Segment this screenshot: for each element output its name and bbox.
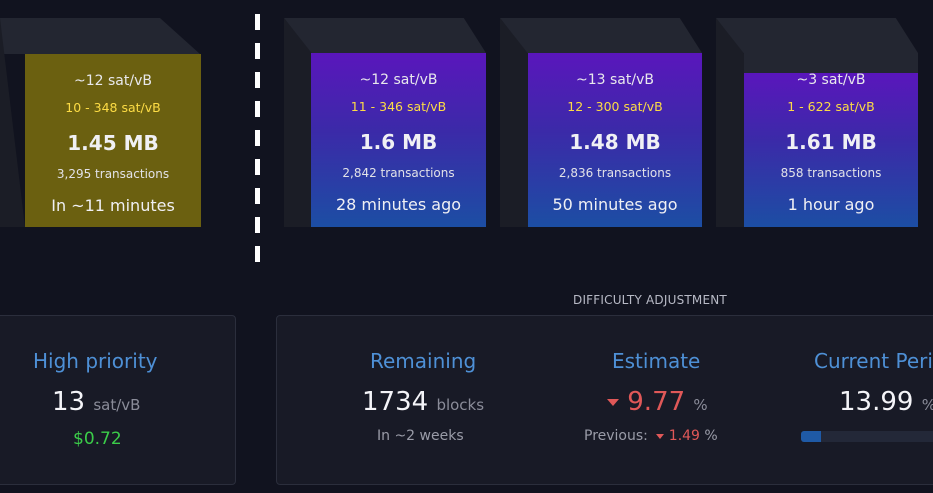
estimate-value: 9.77 %	[607, 387, 708, 417]
transaction-count: 2,842 transactions	[342, 166, 455, 180]
block-top	[716, 18, 918, 53]
median-fee: ~13 sat/vB	[576, 72, 654, 88]
median-fee: ~12 sat/vB	[74, 73, 152, 89]
estimate-title: Estimate	[612, 349, 701, 373]
median-fee: ~3 sat/vB	[796, 72, 866, 88]
decrease-arrow-icon	[656, 433, 665, 439]
mempool-divider	[255, 14, 260, 264]
difficulty-panel: Remaining 1734 blocks In ~2 weeks Estima…	[276, 315, 933, 485]
fee-usd: $0.72	[73, 429, 122, 449]
block-side	[500, 18, 528, 227]
block-size: 1.45 MB	[67, 131, 159, 155]
block-time: In ~11 minutes	[51, 196, 175, 215]
previous-unit: %	[704, 428, 718, 444]
current-period-number: 13.99	[839, 387, 914, 417]
block-time: 50 minutes ago	[552, 195, 678, 214]
block-side	[716, 18, 744, 227]
previous-adjustment: Previous: 1.49 %	[584, 428, 718, 444]
previous-value: 1.49	[668, 428, 700, 444]
median-fee: ~12 sat/vB	[359, 72, 438, 88]
remaining-blocks-number: 1734	[362, 387, 429, 417]
block-size: 1.61 MB	[785, 130, 877, 154]
transaction-count: 858 transactions	[780, 166, 882, 180]
remaining-unit: blocks	[436, 396, 485, 414]
estimate-number: 9.77	[627, 387, 686, 417]
remaining-title: Remaining	[370, 349, 477, 373]
block-face: ~12 sat/vB 10 - 348 sat/vB 1.45 MB 3,295…	[25, 54, 201, 227]
previous-label: Previous:	[584, 428, 648, 444]
transaction-count: 2,836 transactions	[558, 166, 672, 180]
fee-range: 1 - 622 sat/vB	[787, 99, 875, 114]
block-side	[284, 18, 312, 227]
block-face: ~12 sat/vB 11 - 346 sat/vB 1.6 MB 2,842 …	[311, 53, 486, 227]
block-top	[500, 18, 702, 53]
current-period-title: Current Period	[814, 349, 933, 373]
fee-range: 11 - 346 sat/vB	[350, 99, 447, 114]
period-progress-fill	[801, 431, 821, 442]
remaining-time: In ~2 weeks	[377, 428, 464, 444]
block-top	[284, 18, 486, 53]
fee-range: 10 - 348 sat/vB	[65, 100, 161, 115]
block-size: 1.6 MB	[359, 130, 438, 154]
block-top	[0, 18, 200, 54]
fee-value: 13 sat/vB	[52, 387, 140, 417]
estimate-unit: %	[693, 396, 708, 414]
fees-panel: High priority 13 sat/vB $0.72	[0, 315, 236, 485]
block-time: 1 hour ago	[787, 195, 875, 214]
fee-priority-title: High priority	[33, 349, 158, 373]
current-period-unit: %	[922, 396, 933, 414]
transaction-count: 3,295 transactions	[56, 167, 170, 181]
current-period-value: 13.99 %	[839, 387, 933, 417]
difficulty-adjustment-title: DIFFICULTY ADJUSTMENT	[573, 293, 727, 307]
block-face: ~3 sat/vB 1 - 622 sat/vB 1.61 MB 858 tra…	[744, 53, 918, 227]
decrease-arrow-icon	[607, 399, 619, 406]
block-face: ~13 sat/vB 12 - 300 sat/vB 1.48 MB 2,836…	[528, 53, 702, 227]
remaining-value: 1734 blocks	[362, 387, 484, 417]
fee-unit: sat/vB	[93, 396, 141, 414]
block-size: 1.48 MB	[569, 130, 661, 154]
fee-range: 12 - 300 sat/vB	[567, 99, 663, 114]
fee-number: 13	[52, 387, 86, 417]
period-progress-bar	[801, 431, 933, 442]
block-time: 28 minutes ago	[335, 195, 462, 214]
